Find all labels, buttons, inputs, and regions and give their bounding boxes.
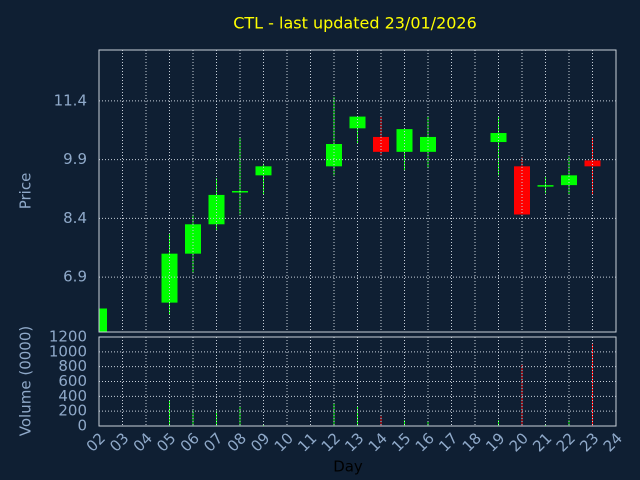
candle-body (514, 166, 530, 215)
y2-tick-label: 400 (58, 387, 87, 405)
y2-tick-label: 200 (58, 402, 87, 420)
y2-tick-label: 600 (58, 372, 87, 390)
y2-tick-label: 1000 (49, 342, 87, 360)
y-tick-label: 8.4 (63, 209, 87, 227)
candle-body (99, 308, 107, 332)
y2-tick-label: 1200 (49, 328, 87, 346)
price-frame (98, 49, 617, 333)
candle-body (584, 160, 601, 167)
y-axis-label: Price (17, 173, 35, 210)
chart-title: CTL - last updated 23/01/2026 (233, 14, 477, 33)
y2-tick-label: 800 (58, 357, 87, 375)
candle-body (185, 224, 201, 254)
y2-tick-label: 0 (77, 417, 87, 435)
y-tick-label: 9.9 (63, 150, 87, 168)
x-axis-label: Day (333, 458, 363, 476)
y2-axis-label: Volume (0000) (17, 326, 35, 436)
candle-body (420, 136, 436, 152)
y-tick-label: 11.4 (54, 91, 87, 109)
candle-body (561, 175, 577, 186)
candle-body (373, 136, 389, 152)
volume-frame (98, 336, 617, 427)
y-tick-label: 6.9 (63, 268, 87, 286)
